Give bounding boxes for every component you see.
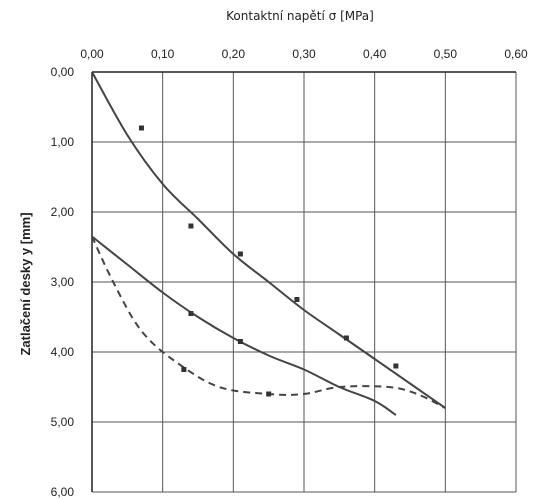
- y-tick-label: 1,00: [51, 135, 75, 149]
- data-point: [188, 311, 194, 316]
- tick-labels: 0,00 0,10 0,20 0,30 0,40 0,50 0,60 0,00 1,00 2,00…: [51, 47, 528, 499]
- data-point: [188, 223, 194, 229]
- data-point: [393, 363, 399, 369]
- y-tick-label: 2,00: [51, 205, 75, 219]
- x-tick-label: 0,40: [363, 47, 387, 61]
- x-tick-label: 0,60: [504, 47, 528, 61]
- series-line-2: [91, 235, 397, 416]
- chart-title: Kontaktní napětí σ [MPa]: [226, 9, 374, 23]
- y-tick-label: 3,00: [51, 275, 75, 289]
- data-point: [138, 125, 144, 131]
- x-tick-label: 0,10: [151, 47, 175, 61]
- x-tick-label: 0,50: [434, 47, 458, 61]
- y-tick-label: 5,00: [51, 415, 75, 429]
- data-point: [343, 335, 349, 341]
- x-tick-label: 0,00: [80, 47, 104, 61]
- data-point: [237, 339, 243, 344]
- grid: [91, 71, 517, 493]
- x-tick-label: 0,20: [222, 47, 246, 61]
- series-line-3: [91, 236, 446, 409]
- y-tick-label: 0,00: [51, 65, 75, 79]
- data-series: [91, 71, 446, 416]
- y-tick-label: 6,00: [51, 485, 75, 499]
- series-line-1: [91, 71, 446, 409]
- data-point: [266, 391, 272, 397]
- data-point: [181, 367, 187, 372]
- data-point: [237, 251, 243, 257]
- x-tick-label: 0,30: [292, 47, 316, 61]
- y-axis-label: Zatlačení desky y [mm]: [18, 212, 33, 355]
- data-point: [294, 297, 300, 302]
- y-tick-label: 4,00: [51, 345, 75, 359]
